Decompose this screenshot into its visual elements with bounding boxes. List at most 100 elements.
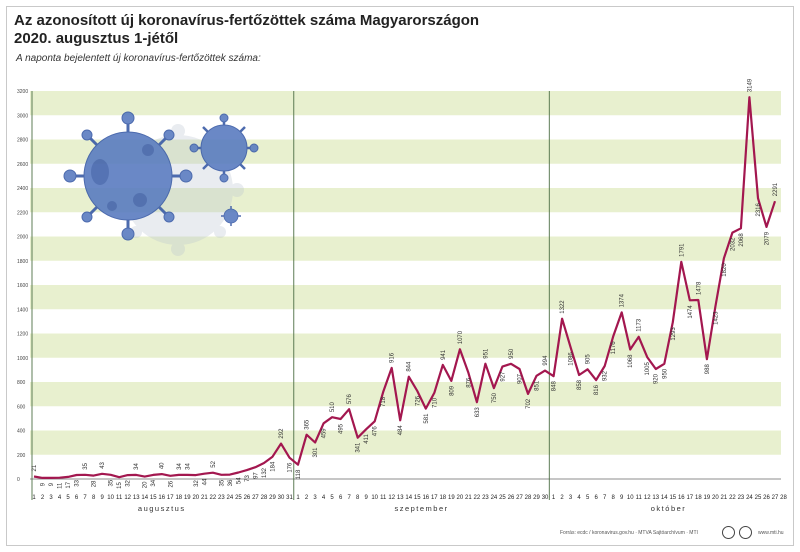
data-label: 905: [586, 354, 592, 365]
x-axis: 1 2 3 4 5 6 7 8 9 10 11 12 13 14 15 16 17 18 19 20 21 22 23 24 2…: [32, 495, 787, 501]
data-label: 476: [373, 426, 379, 437]
x-tick-label: 8: [356, 495, 360, 501]
data-label: 932: [603, 370, 609, 381]
y-tick-label: 800: [17, 380, 26, 386]
x-tick-label: 8: [612, 495, 616, 501]
x-tick-label: 14: [141, 495, 148, 501]
data-label: 43: [100, 461, 106, 468]
data-label: 459: [322, 428, 328, 439]
x-tick-label: 16: [678, 495, 685, 501]
x-tick-label: 12: [124, 495, 131, 501]
y-tick-label: 1400: [17, 307, 28, 313]
x-tick-label: 27: [252, 495, 259, 501]
data-label: 718: [381, 396, 387, 407]
y-tick-label: 1800: [17, 259, 28, 265]
data-label: 3149: [747, 78, 753, 92]
x-tick-label: 13: [652, 495, 659, 501]
x-tick-label: 6: [339, 495, 343, 501]
x-tick-label: 19: [448, 495, 455, 501]
data-label: 581: [424, 413, 430, 424]
data-label: 9: [49, 482, 55, 486]
month-label: szeptember: [394, 504, 448, 513]
data-label: 301: [313, 447, 319, 458]
data-label: 1086: [569, 352, 575, 366]
data-label: 809: [449, 385, 455, 396]
y-tick-label: 3000: [17, 113, 28, 119]
x-tick-label: 19: [704, 495, 711, 501]
x-tick-label: 10: [107, 495, 114, 501]
x-tick-label: 25: [755, 495, 762, 501]
data-label: 941: [441, 349, 447, 360]
x-tick-label: 15: [414, 495, 421, 501]
data-label: 33: [75, 479, 81, 486]
x-tick-label: 11: [116, 495, 123, 501]
data-label: 950: [662, 368, 668, 379]
series-line-path: [33, 96, 777, 479]
data-label: 28: [92, 480, 98, 487]
x-tick-label: 28: [525, 495, 532, 501]
data-label: 1176: [611, 341, 617, 355]
grid-band: [30, 91, 781, 116]
source-note: Forrás: ecdc / koronavirus.gov.hu · MTVA…: [560, 530, 698, 536]
month-separators: [31, 91, 550, 500]
x-tick-label: 21: [465, 495, 472, 501]
y-tick-label: 1200: [17, 332, 28, 338]
data-label: 411: [364, 434, 370, 444]
data-label: 35: [83, 462, 89, 469]
data-label: 35: [219, 479, 225, 486]
data-label: 988: [705, 364, 711, 375]
x-tick-label: 14: [661, 495, 668, 501]
x-tick-label: 9: [620, 495, 624, 501]
x-tick-label: 5: [66, 495, 70, 501]
data-label: 365: [305, 419, 311, 430]
x-tick-label: 17: [431, 495, 438, 501]
x-tick-label: 17: [167, 495, 174, 501]
data-label: 32: [194, 479, 200, 486]
data-label: 35: [109, 479, 115, 486]
data-label: 702: [526, 398, 532, 409]
data-label: 994: [543, 355, 549, 366]
data-label: 858: [577, 379, 583, 390]
grid-band: [30, 430, 781, 455]
month-label: augusztus: [138, 504, 186, 513]
site-url: www.mti.hu: [758, 530, 784, 536]
data-label: 36: [228, 479, 234, 486]
data-label: 34: [151, 479, 157, 486]
data-label: 950: [509, 348, 515, 359]
x-tick-label: 18: [439, 495, 446, 501]
x-tick-label: 9: [365, 495, 369, 501]
x-tick-label: 22: [474, 495, 481, 501]
data-label: 341: [356, 442, 362, 453]
mti-logo-icon: [739, 526, 752, 539]
grid-band: [30, 236, 781, 261]
title-line-1: Az azonosított új koronavírus-fertőzötte…: [14, 12, 480, 29]
data-label: 32: [126, 479, 132, 486]
data-label: 1474: [688, 305, 694, 319]
x-tick-label: 28: [780, 495, 787, 501]
data-label: 292: [279, 428, 285, 439]
data-label: 1005: [645, 361, 651, 375]
data-label: 34: [134, 463, 140, 470]
x-tick-label: 1: [552, 495, 556, 501]
x-tick-label: 23: [482, 495, 489, 501]
y-tick-label: 2200: [17, 210, 28, 216]
x-tick-label: 28: [261, 495, 268, 501]
x-tick-label: 4: [322, 495, 326, 501]
data-label: 11: [58, 482, 64, 489]
month-labels: augusztus szeptember október: [138, 504, 685, 513]
data-label: 73: [245, 474, 251, 481]
x-tick-label: 3: [569, 495, 573, 501]
data-label: 726: [415, 395, 421, 406]
data-label: 484: [398, 425, 404, 436]
y-tick-label: 2000: [17, 235, 28, 241]
data-label: 920: [654, 373, 660, 384]
data-label: 118: [296, 469, 302, 479]
y-tick-label: 200: [17, 453, 26, 459]
data-label: 633: [475, 407, 481, 418]
x-tick-label: 1: [296, 495, 300, 501]
x-tick-label: 4: [58, 495, 62, 501]
data-label: 1068: [628, 354, 634, 368]
data-label: 26: [168, 480, 174, 487]
data-label: 44: [202, 478, 208, 485]
